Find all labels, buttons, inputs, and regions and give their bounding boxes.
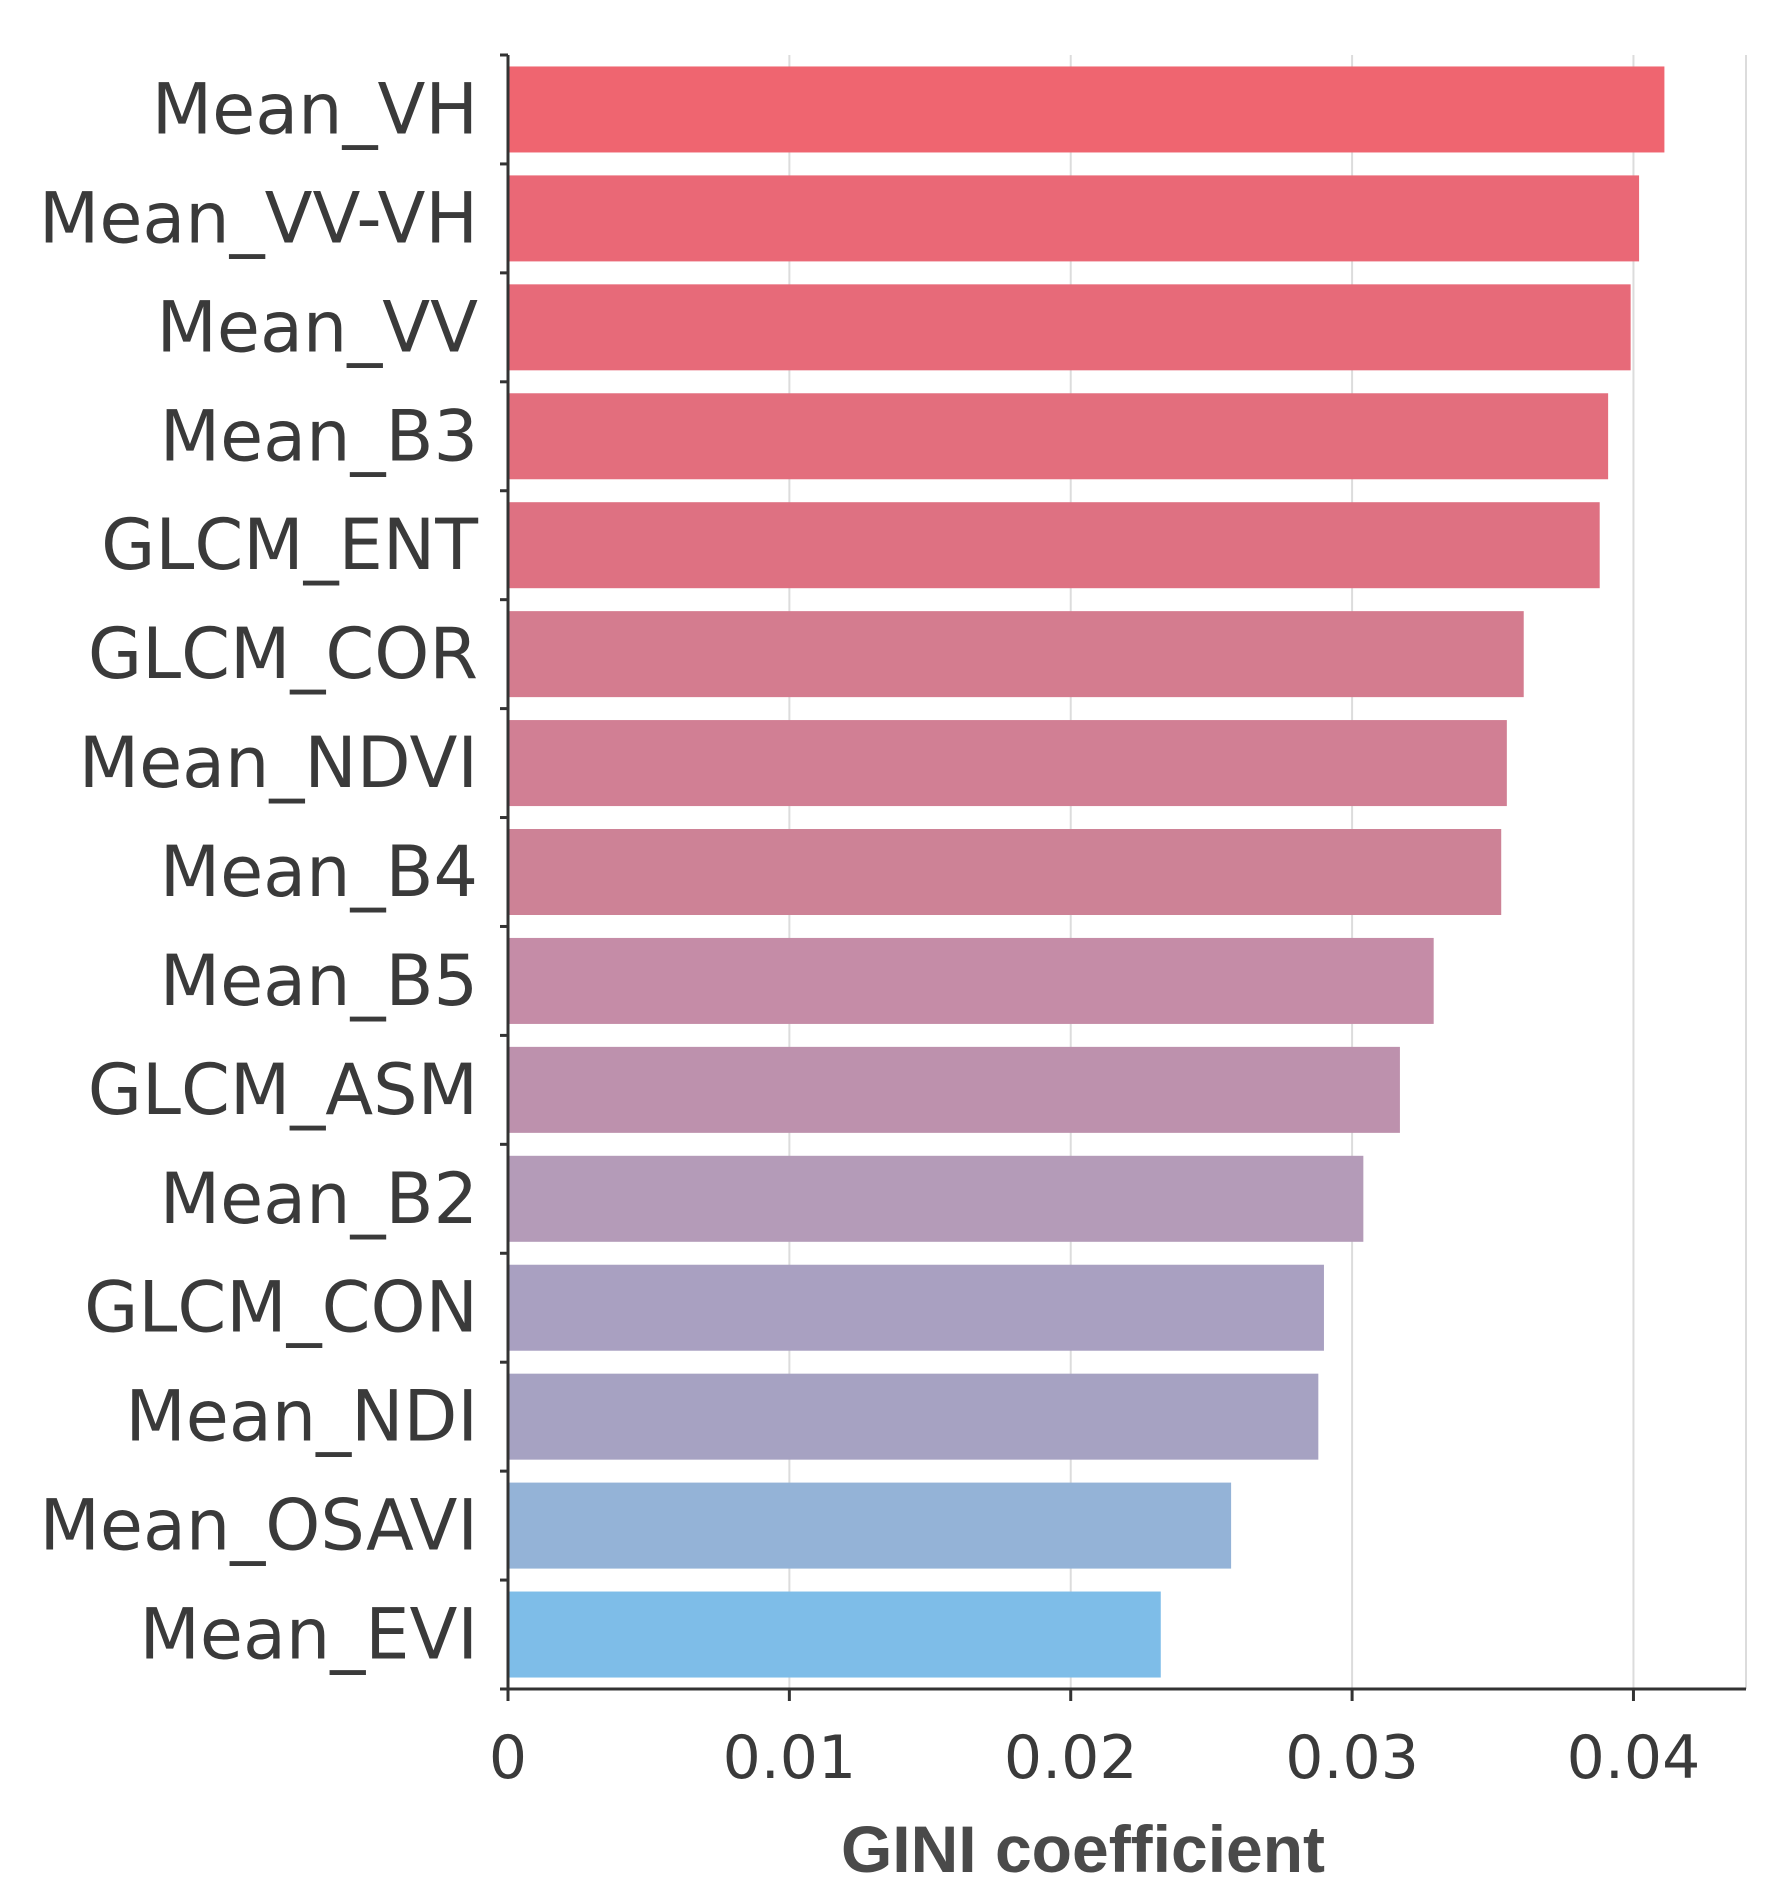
category-label: Mean_B3 bbox=[160, 395, 478, 477]
bar-mean-b2 bbox=[508, 1155, 1364, 1242]
x-tick-label: 0.01 bbox=[723, 1723, 857, 1793]
bar-mean-b4 bbox=[508, 829, 1502, 915]
bar-mean-b3 bbox=[508, 393, 1609, 480]
category-label: Mean_B5 bbox=[160, 940, 478, 1022]
category-label: Mean_VV-VH bbox=[39, 177, 478, 259]
category-label: Mean_VH bbox=[152, 68, 478, 150]
category-label: Mean_NDVI bbox=[79, 722, 478, 804]
x-tick-label: 0.04 bbox=[1567, 1723, 1701, 1793]
bar-mean-vh bbox=[508, 66, 1665, 153]
bar-mean-vv-vh bbox=[508, 175, 1640, 262]
axes bbox=[500, 53, 1746, 1701]
category-label: Mean_EVI bbox=[140, 1594, 478, 1676]
x-tick-label: 0.02 bbox=[1004, 1723, 1138, 1793]
x-tick-label: 0 bbox=[489, 1723, 527, 1793]
x-tick-label: 0.03 bbox=[1285, 1723, 1419, 1793]
x-tick-labels: 0 0.01 0.02 0.03 0.04 bbox=[489, 1723, 1700, 1793]
bar-mean-b5 bbox=[508, 937, 1434, 1024]
category-label: Mean_VV bbox=[157, 286, 479, 368]
category-label: Mean_B2 bbox=[160, 1158, 478, 1240]
category-label: GLCM_CON bbox=[84, 1267, 478, 1349]
category-label: Mean_B4 bbox=[160, 831, 478, 913]
bar-mean-ndi bbox=[508, 1373, 1319, 1460]
bars bbox=[508, 66, 1665, 1678]
category-label: Mean_OSAVI bbox=[40, 1485, 479, 1567]
bar-mean-osavi bbox=[508, 1482, 1232, 1569]
bar-mean-evi bbox=[508, 1591, 1161, 1678]
bar-glcm-ent bbox=[508, 502, 1600, 589]
bar-glcm-cor bbox=[508, 611, 1524, 698]
category-label: GLCM_COR bbox=[88, 613, 478, 695]
bar-glcm-con bbox=[508, 1264, 1324, 1351]
bar-glcm-asm bbox=[508, 1046, 1400, 1133]
bar-mean-vv bbox=[508, 284, 1631, 371]
category-labels: Mean_VH Mean_VV-VH Mean_VV Mean_B3 GLCM_ENT G… bbox=[39, 68, 478, 1675]
bar-mean-ndvi bbox=[508, 720, 1507, 807]
category-label: Mean_NDI bbox=[125, 1376, 478, 1458]
category-label: GLCM_ENT bbox=[101, 504, 478, 586]
category-label: GLCM_ASM bbox=[88, 1049, 478, 1131]
x-axis-title: GINI coefficient bbox=[841, 1812, 1325, 1886]
